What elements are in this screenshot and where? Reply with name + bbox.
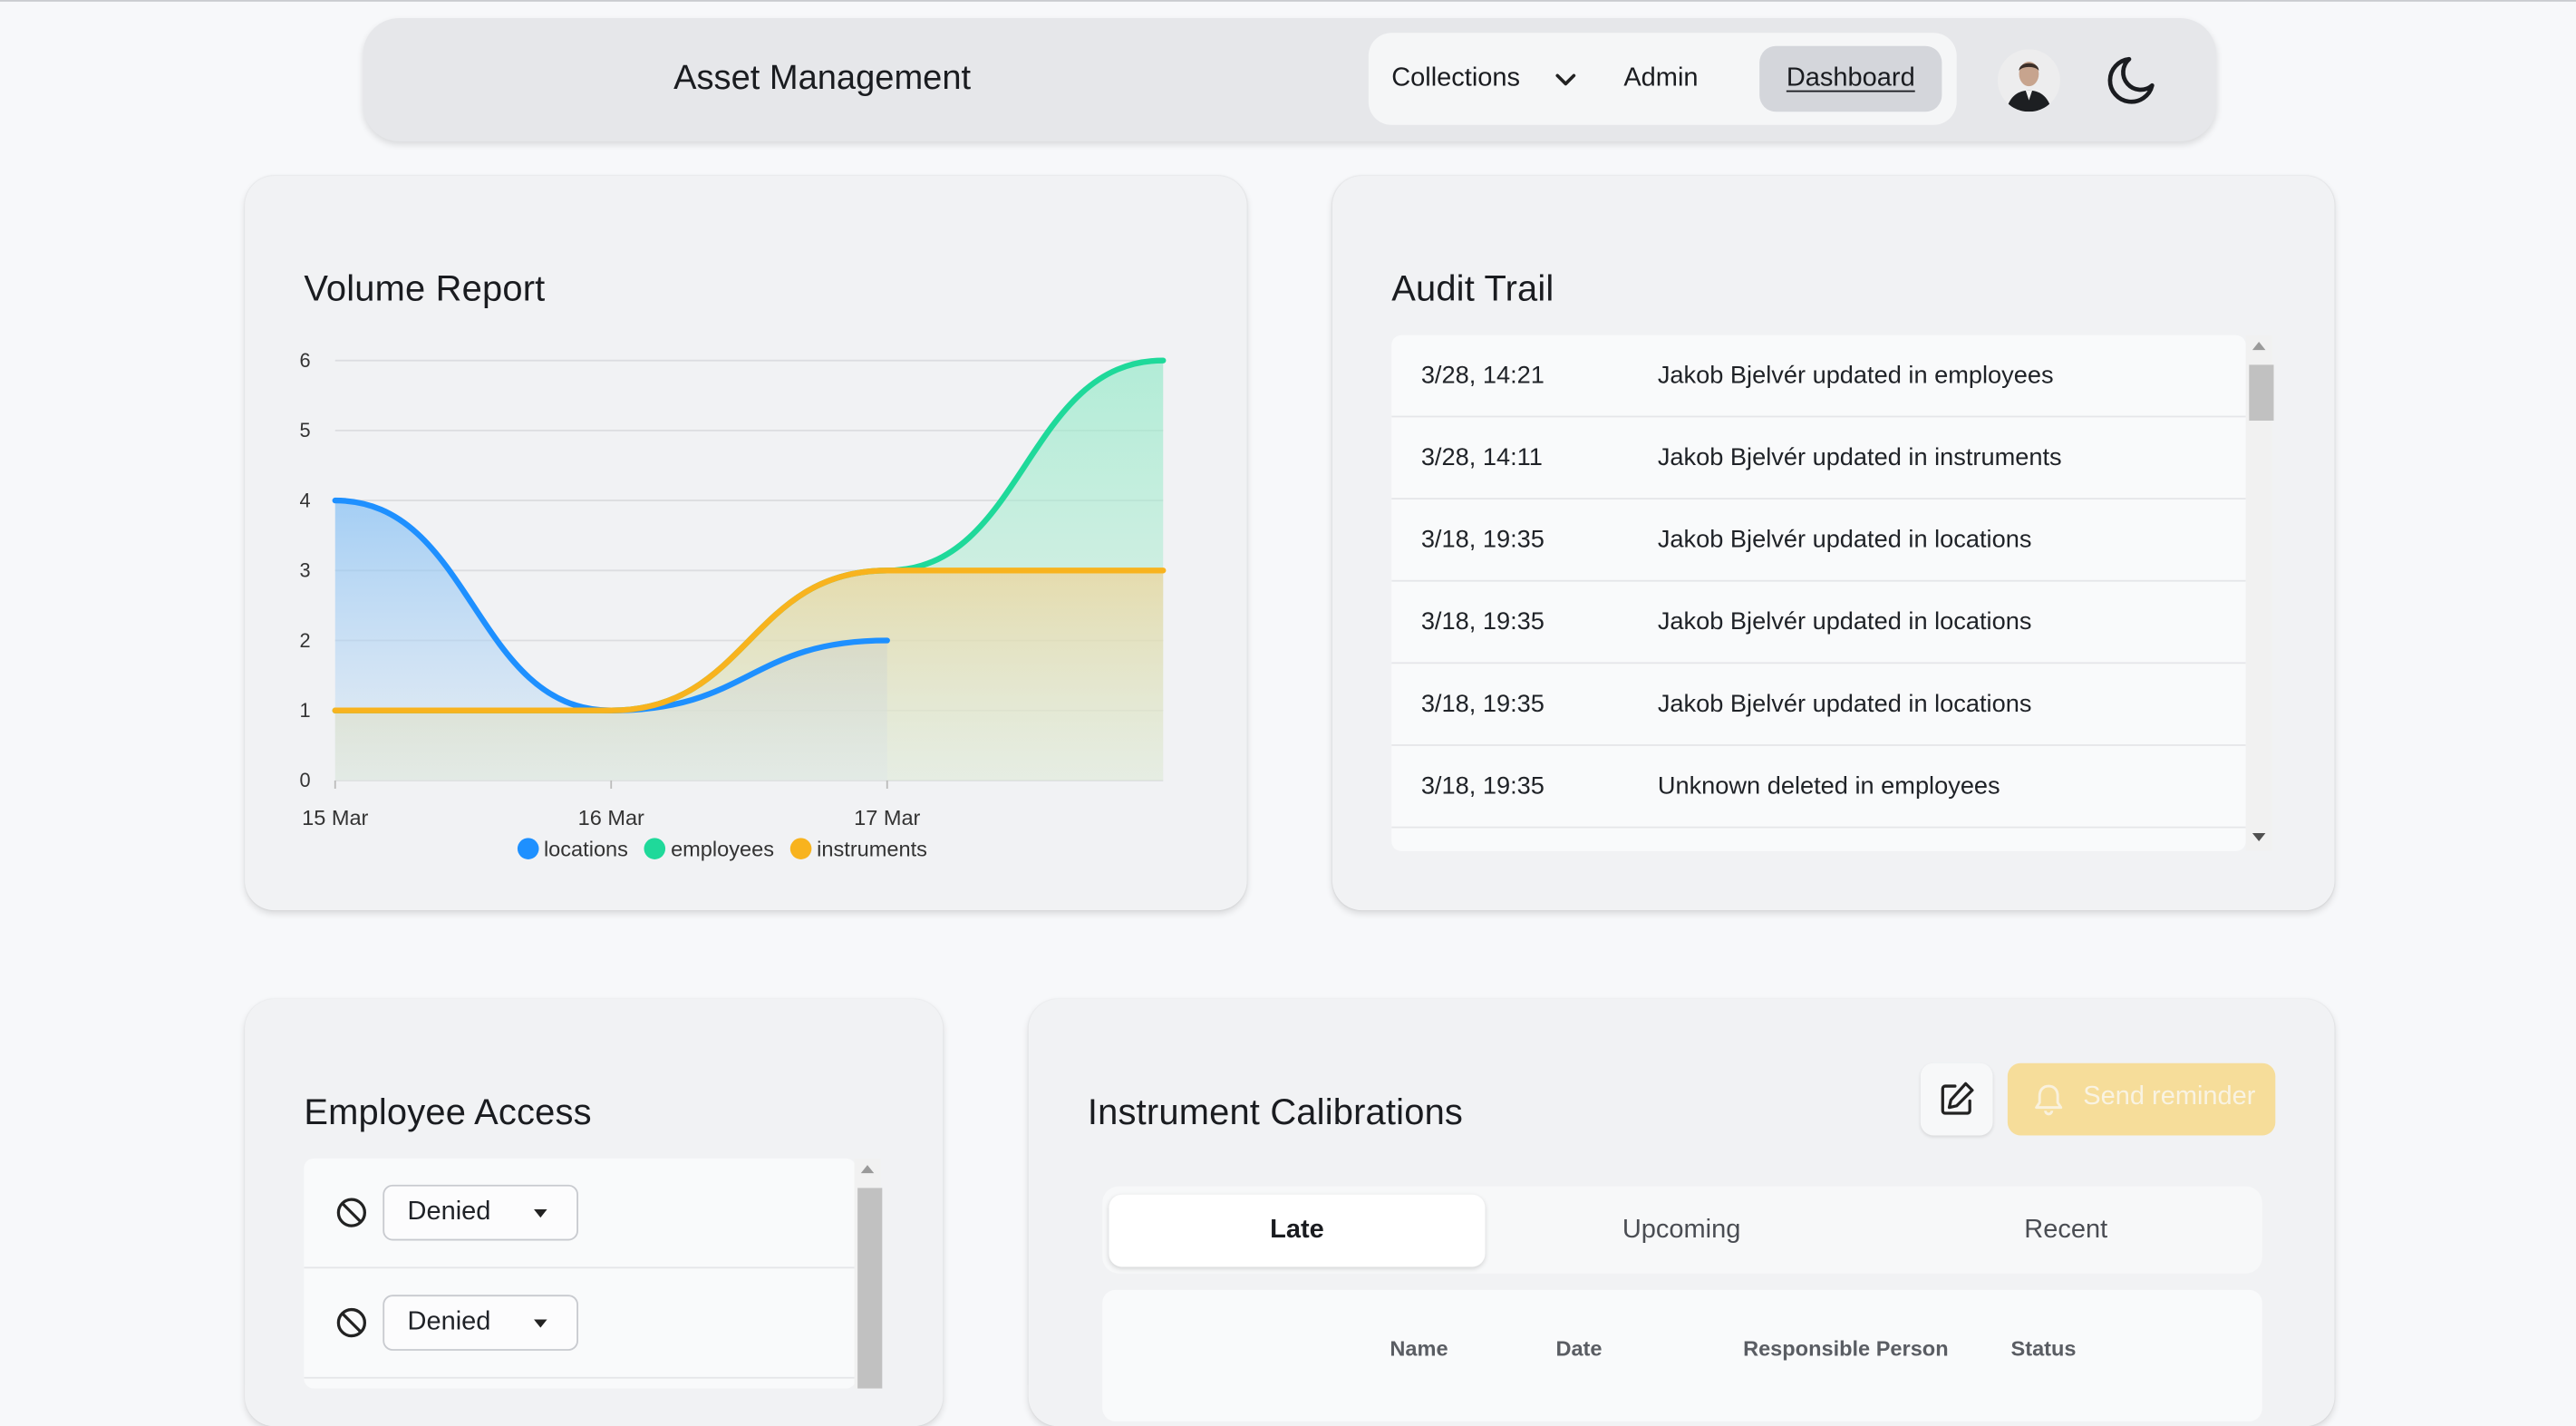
audit-text: Jakob Bjelvér updated in locations: [1657, 607, 2032, 636]
calibration-tabs: Late Upcoming Recent: [1102, 1186, 2262, 1274]
scrollbar-thumb[interactable]: [2249, 364, 2274, 421]
employee-access-title: Employee Access: [304, 1091, 592, 1132]
volume-report-card: Volume Report 0 1 2 3 4 5 6 15 Mar 16 Mar 1: [245, 175, 1247, 911]
y-tick-label: 1: [299, 699, 310, 722]
y-tick-label: 0: [299, 769, 310, 791]
send-reminder-button[interactable]: Send reminder: [2007, 1062, 2276, 1136]
column-header-responsible-person[interactable]: Responsible Person: [1743, 1335, 1949, 1361]
volume-chart: 0 1 2 3 4 5 6 15 Mar 16 Mar 17 Mar: [299, 349, 1167, 829]
audit-text: Jakob Bjelvér updated in locations: [1657, 526, 2032, 554]
column-header-name[interactable]: Name: [1390, 1335, 1448, 1361]
audit-row: 3/18, 19:35 Jakob Bjelvér updated in loc…: [1391, 582, 2246, 664]
audit-trail-title: Audit Trail: [1391, 267, 1554, 309]
audit-time: 3/18, 19:35: [1420, 526, 1545, 554]
legend-label-employees: employees: [671, 836, 775, 861]
employee-access-list[interactable]: Denied Denied: [304, 1158, 857, 1389]
edit-button[interactable]: [1920, 1062, 1993, 1136]
ban-icon: [336, 1307, 367, 1338]
nav-group: Collections Admin Dashboard: [1368, 33, 1957, 125]
audit-trail-card: Audit Trail 3/28, 14:21 Jakob Bjelvér up…: [1332, 175, 2335, 911]
scrollbar-thumb[interactable]: [857, 1188, 883, 1389]
audit-row: 3/18, 19:35 Jakob Bjelvér updated in loc…: [1391, 500, 2246, 582]
caret-down-icon: [534, 1319, 547, 1328]
legend-swatch-instruments: [790, 838, 812, 859]
edit-icon: [1941, 1082, 1974, 1115]
user-avatar-icon: [1998, 49, 2060, 112]
instrument-calibrations-card: Instrument Calibrations Send reminder La…: [1028, 999, 2335, 1426]
nav-collections-dropdown[interactable]: Collections: [1391, 46, 1579, 112]
legend-label-locations: locations: [543, 836, 628, 861]
x-tick-label: 15 Mar: [302, 806, 368, 829]
audit-row: 3/28, 14:11 Jakob Bjelvér updated in ins…: [1391, 417, 2246, 500]
calibrations-table: Name Date Responsible Person Status: [1102, 1289, 2262, 1421]
scroll-up-arrow-icon[interactable]: [2252, 342, 2266, 351]
top-navigation-bar: Asset Management Collections Admin Dashb…: [363, 17, 2217, 141]
dark-mode-toggle-icon[interactable]: [2101, 51, 2160, 110]
y-tick-label: 2: [299, 629, 310, 652]
line-instruments: [332, 567, 1167, 713]
employee-access-row: Denied: [304, 1268, 857, 1379]
avatar[interactable]: [1998, 49, 2060, 112]
audit-row: 3/18, 19:35 Unknown deleted in employees: [1391, 746, 2246, 829]
legend-item-locations[interactable]: locations: [517, 836, 628, 861]
ban-icon: [336, 1198, 367, 1227]
tab-recent[interactable]: Recent: [2024, 1216, 2108, 1245]
chevron-down-icon: [1555, 73, 1576, 86]
tab-late[interactable]: Late: [1109, 1194, 1486, 1267]
x-tick-label: 17 Mar: [854, 806, 920, 829]
audit-text: Jakob Bjelvér updated in employees: [1657, 361, 2054, 390]
scroll-down-arrow-icon[interactable]: [2252, 832, 2266, 841]
audit-row: 3/18, 19:35 Jakob Bjelvér updated in loc…: [1391, 664, 2246, 746]
audit-trail-list[interactable]: 3/28, 14:21 Jakob Bjelvér updated in emp…: [1391, 335, 2246, 851]
audit-time: 3/28, 14:21: [1420, 361, 1545, 390]
legend-swatch-locations: [517, 838, 539, 859]
chart-legend: locations employees instruments: [517, 836, 927, 861]
y-tick-label: 3: [299, 559, 310, 582]
audit-time: 3/18, 19:35: [1420, 690, 1545, 719]
access-select-value: Denied: [407, 1198, 491, 1227]
scroll-up-arrow-icon[interactable]: [860, 1165, 875, 1174]
send-reminder-label: Send reminder: [2083, 1082, 2256, 1111]
instrument-calibrations-title: Instrument Calibrations: [1087, 1091, 1464, 1132]
legend-label-instruments: instruments: [817, 836, 927, 861]
nav-collections-label: Collections: [1391, 63, 1521, 92]
employee-access-card: Employee Access Denied Denied: [245, 999, 944, 1426]
tab-upcoming[interactable]: Upcoming: [1622, 1216, 1741, 1245]
audit-time: 3/18, 19:35: [1420, 607, 1545, 636]
access-select-value: Denied: [407, 1307, 491, 1336]
access-select[interactable]: Denied: [383, 1295, 578, 1351]
nav-admin[interactable]: Admin: [1623, 63, 1699, 92]
audit-scrollbar[interactable]: [2245, 335, 2274, 851]
audit-time: 3/18, 19:35: [1420, 771, 1545, 800]
caret-down-icon: [534, 1209, 547, 1218]
y-tick-label: 4: [299, 489, 310, 511]
access-select[interactable]: Denied: [383, 1184, 578, 1241]
audit-row: 3/28, 14:21 Jakob Bjelvér updated in emp…: [1391, 335, 2246, 418]
employee-access-row: Denied: [304, 1159, 857, 1269]
audit-time: 3/28, 14:11: [1420, 443, 1543, 472]
legend-item-instruments[interactable]: instruments: [790, 837, 927, 861]
bell-icon: [2035, 1084, 2063, 1116]
app-title: Asset Management: [673, 59, 972, 97]
volume-report-title: Volume Report: [304, 267, 546, 309]
audit-text: Jakob Bjelvér updated in locations: [1657, 690, 2032, 719]
y-tick-label: 5: [299, 419, 310, 441]
nav-dashboard[interactable]: Dashboard: [1759, 45, 1942, 112]
legend-item-employees[interactable]: employees: [644, 837, 774, 861]
legend-swatch-employees: [644, 838, 666, 859]
dashboard-page: Asset Management Collections Admin Dashb…: [0, 0, 2576, 1389]
column-header-date[interactable]: Date: [1555, 1335, 1603, 1361]
employee-access-scrollbar[interactable]: [854, 1158, 883, 1389]
audit-text: Unknown deleted in employees: [1657, 771, 2000, 800]
y-tick-label: 6: [299, 349, 310, 372]
x-tick-label: 16 Mar: [578, 806, 644, 829]
column-header-status[interactable]: Status: [2010, 1335, 2077, 1361]
audit-text: Jakob Bjelvér updated in instruments: [1657, 443, 2062, 472]
